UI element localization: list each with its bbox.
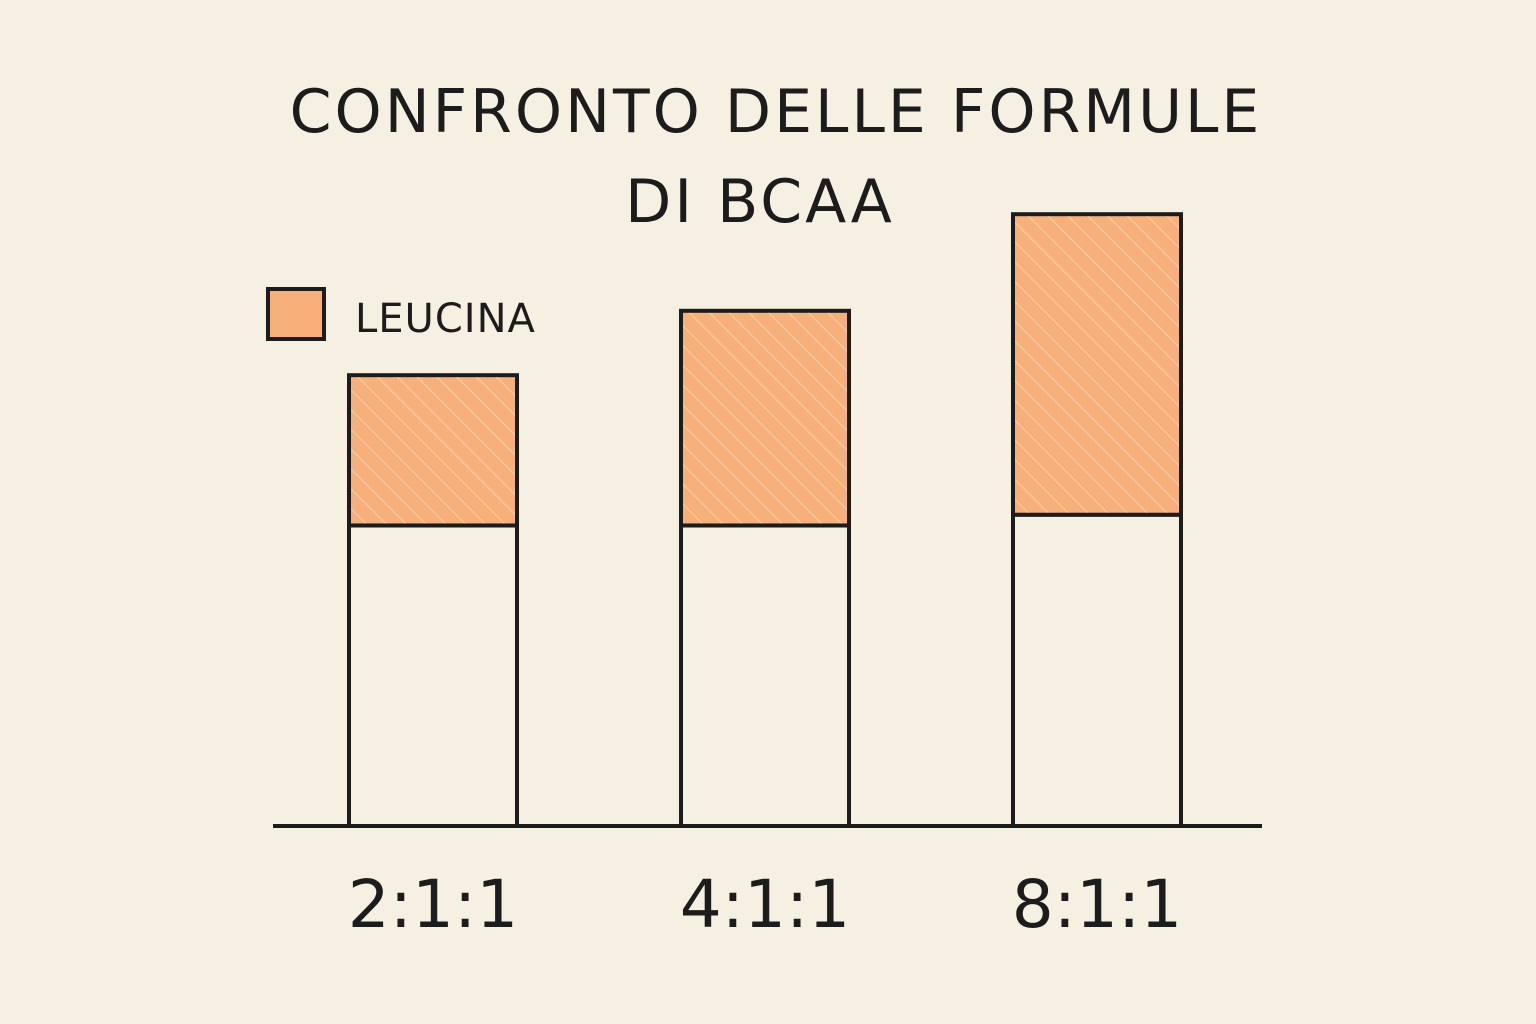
bar-segment-other-2 <box>679 523 851 828</box>
x-tick-label-1: 2:1:1 <box>348 866 518 943</box>
bar-segment-other-1 <box>347 523 519 828</box>
x-tick-labels: 2:1:1 4:1:1 8:1:1 <box>348 866 1182 943</box>
x-tick-label-2: 4:1:1 <box>680 866 850 943</box>
chart-title-line-2: DI BCAA <box>625 167 895 237</box>
bar-2 <box>679 308 851 828</box>
legend-label-leucina: LEUCINA <box>355 296 536 342</box>
chart-title-line-1: CONFRONTO DELLE FORMULE <box>290 77 1263 147</box>
bar-3 <box>1011 212 1183 828</box>
x-tick-label-3: 8:1:1 <box>1012 866 1182 943</box>
bar-1 <box>347 373 519 828</box>
bar-segment-other-3 <box>1011 512 1183 828</box>
legend: LEUCINA <box>266 287 536 342</box>
bar-segment-leucina-hatch-1 <box>351 377 515 524</box>
legend-swatch-leucina <box>266 287 326 341</box>
bar-segment-leucina-hatch-2 <box>683 312 847 524</box>
bars-group <box>347 212 1183 828</box>
bar-segment-leucina-hatch-3 <box>1015 216 1179 513</box>
